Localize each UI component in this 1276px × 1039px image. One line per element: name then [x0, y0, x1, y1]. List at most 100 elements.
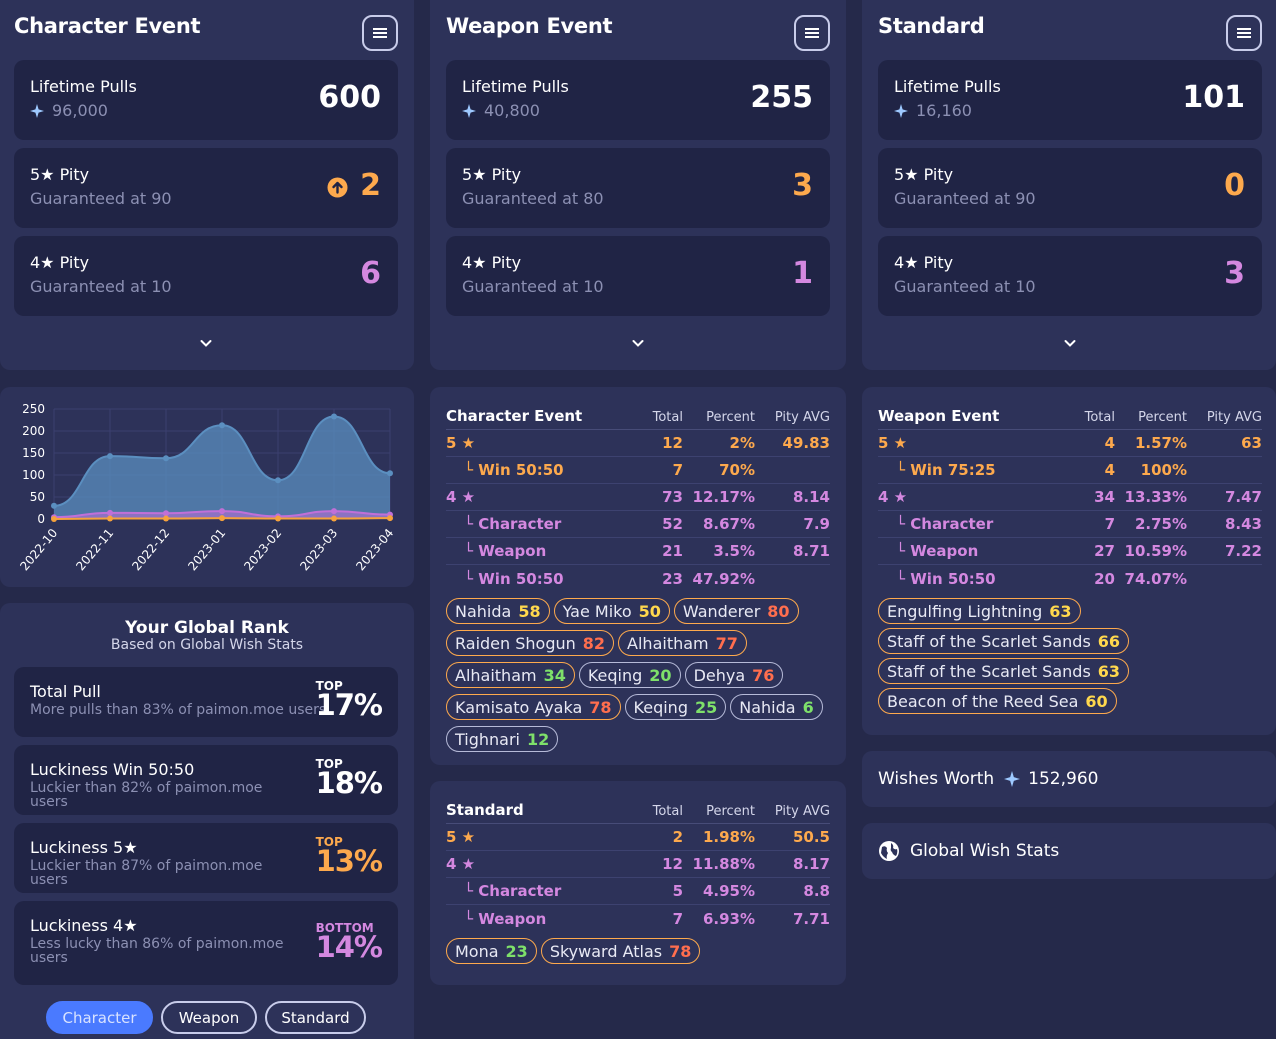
rank-percent: 17% — [315, 688, 383, 722]
pity4-sub: Guaranteed at 10 — [462, 277, 604, 296]
rank-subtitle: Based on Global Wish Stats — [110, 637, 304, 653]
pull-tag[interactable]: Alhaitham 34 — [446, 662, 575, 688]
pull-tag[interactable]: Mona 23 — [446, 938, 537, 964]
pity5-value: 2 — [360, 168, 381, 203]
menu-button[interactable] — [1226, 15, 1262, 51]
chevron-down-icon[interactable] — [200, 337, 212, 349]
pull-tag[interactable]: Nahida 58 — [446, 598, 550, 624]
pull-tag[interactable]: Skyward Atlas 78 — [540, 938, 701, 964]
data-point — [51, 516, 57, 522]
data-point — [51, 502, 57, 509]
pull-tag[interactable]: Raiden Shogun 82 — [446, 630, 615, 656]
menu-button[interactable] — [794, 15, 830, 51]
standard-table-panel: Standard Total Percent Pity AVG 5 ★ 2 1.98… — [430, 781, 846, 985]
pull-tag[interactable]: Tighnari 12 — [446, 726, 559, 752]
pity4-value: 1 — [792, 256, 813, 291]
character-event-panel: Character Event Lifetime Pulls 96,000 60… — [0, 0, 414, 370]
col-percent: Percent — [706, 410, 755, 425]
pull-tag[interactable]: Kamisato Ayaka 78 — [446, 694, 621, 720]
rank-percent: 13% — [315, 844, 383, 878]
rank-tag: TOP — [315, 757, 343, 771]
menu-icon — [373, 26, 387, 40]
global-wish-stats-label: Global Wish Stats — [910, 841, 1060, 861]
table-row: └ Character 5 4.95% 8.8 — [446, 878, 830, 905]
col-percent: Percent — [1138, 410, 1187, 425]
table-row: └ Weapon 27 10.59% 7.22 — [878, 538, 1262, 565]
lifetime-label: Lifetime Pulls — [462, 77, 569, 96]
pity4-value: 6 — [360, 256, 381, 291]
pity4-label: 4★ Pity — [30, 253, 90, 272]
col-total: Total — [1084, 410, 1115, 425]
wishes-worth-label: Wishes Worth — [878, 769, 995, 789]
primogem-count: 40,800 — [484, 101, 540, 120]
global-wish-stats-link[interactable]: Global Wish Stats — [862, 823, 1276, 879]
rank-tag: BOTTOM — [315, 921, 374, 935]
pity5-label: 5★ Pity — [894, 165, 954, 184]
rank-desc: Luckier than 87% of paimon.moe users — [30, 858, 263, 888]
character-table-panel: Character Event Total Percent Pity AVG 5… — [430, 387, 846, 765]
pull-tag[interactable]: Keqing 20 — [578, 662, 681, 688]
table-row: └ Weapon 7 6.93% 7.71 — [464, 909, 830, 928]
data-point — [387, 515, 393, 522]
lifetime-value: 255 — [750, 80, 813, 115]
pity4-value: 3 — [1224, 256, 1245, 291]
weapon-event-panel: Weapon Event Lifetime Pulls 40,800 255 5… — [430, 0, 846, 370]
col-pity: Pity AVG — [1206, 410, 1262, 425]
pull-tag[interactable]: Keqing 25 — [624, 694, 727, 720]
menu-button[interactable] — [362, 15, 398, 51]
y-tick-label: 150 — [22, 446, 45, 460]
pity4-sub: Guaranteed at 10 — [30, 277, 172, 296]
rank-tab-weapon[interactable]: Weapon — [161, 1001, 257, 1034]
rank-tab-character[interactable]: Character — [46, 1001, 153, 1034]
pity5-sub: Guaranteed at 90 — [30, 189, 172, 208]
data-point — [275, 515, 281, 522]
pity5-sub: Guaranteed at 90 — [894, 189, 1036, 208]
data-point — [387, 470, 393, 477]
standard-pull-tags: Mona 23 Skyward Atlas 78 — [446, 938, 836, 964]
pull-tag[interactable]: Yae Miko 50 — [553, 598, 670, 624]
pity5-card: 5★ Pity Guaranteed at 80 3 — [446, 148, 830, 228]
pity4-card: 4★ Pity Guaranteed at 10 3 — [878, 236, 1262, 316]
rank-desc: Less lucky than 86% of paimon.moe users — [30, 936, 284, 966]
rank-tag: TOP — [315, 679, 343, 693]
chevron-down-icon[interactable] — [1064, 337, 1076, 349]
table-title: Character Event — [446, 407, 583, 425]
pull-tag[interactable]: Engulfing Lightning 63 — [878, 598, 1081, 624]
table-row: └ Win 50:50 20 74.07% — [896, 569, 1187, 588]
character-stats-table: Character Event Total Percent Pity AVG 5… — [446, 387, 830, 592]
pity4-card: 4★ Pity Guaranteed at 10 1 — [446, 236, 830, 316]
pity5-card: 5★ Pity Guaranteed at 90 2 — [14, 148, 398, 228]
pity5-value: 0 — [1224, 168, 1245, 203]
col-pity: Pity AVG — [774, 804, 830, 819]
rank-desc: More pulls than 83% of paimon.moe users — [30, 702, 327, 718]
table-row: └ Weapon 21 3.5% 8.71 — [446, 538, 830, 565]
pity4-label: 4★ Pity — [462, 253, 522, 272]
x-tick-label: 2022-12 — [129, 526, 172, 573]
table-title: Weapon Event — [878, 407, 1000, 425]
pull-tag[interactable]: Beacon of the Reed Sea 60 — [878, 688, 1117, 714]
wishes-worth-value: 152,960 — [1028, 769, 1099, 789]
global-rank-panel: Your Global Rank Based on Global Wish St… — [0, 603, 414, 1039]
globe-icon — [879, 841, 899, 861]
x-tick-label: 2022-11 — [73, 526, 116, 573]
pull-tag[interactable]: Dehya 76 — [684, 662, 784, 688]
pull-tag[interactable]: Wanderer 80 — [673, 598, 799, 624]
chevron-down-icon[interactable] — [632, 337, 644, 349]
primogem-count: 96,000 — [52, 101, 108, 120]
weapon-stats-table: Weapon Event Total Percent Pity AVG 5 ★ 4… — [878, 387, 1262, 592]
weapon-pull-tags: Engulfing Lightning 63 Staff of the Scarl… — [878, 598, 1178, 714]
pull-tag[interactable]: Staff of the Scarlet Sands 63 — [878, 658, 1130, 684]
pull-tag[interactable]: Nahida 6 — [730, 694, 823, 720]
rank-luck-5star: Luckiness 5★ Luckier than 87% of paimon.… — [14, 823, 398, 893]
rank-tab-standard[interactable]: Standard — [265, 1001, 366, 1034]
primogem-icon — [1004, 771, 1021, 787]
primogem-count: 16,160 — [916, 101, 972, 120]
primogem-icon — [894, 104, 908, 118]
y-tick-label: 0 — [37, 512, 45, 526]
table-row: 5 ★ 4 1.57% 63 — [878, 430, 1262, 457]
pity5-label: 5★ Pity — [462, 165, 522, 184]
pull-tag[interactable]: Staff of the Scarlet Sands 66 — [878, 628, 1130, 654]
rank-label: Luckiness 5★ — [30, 838, 138, 857]
pity4-label: 4★ Pity — [894, 253, 954, 272]
pull-tag[interactable]: Alhaitham 77 — [618, 630, 747, 656]
